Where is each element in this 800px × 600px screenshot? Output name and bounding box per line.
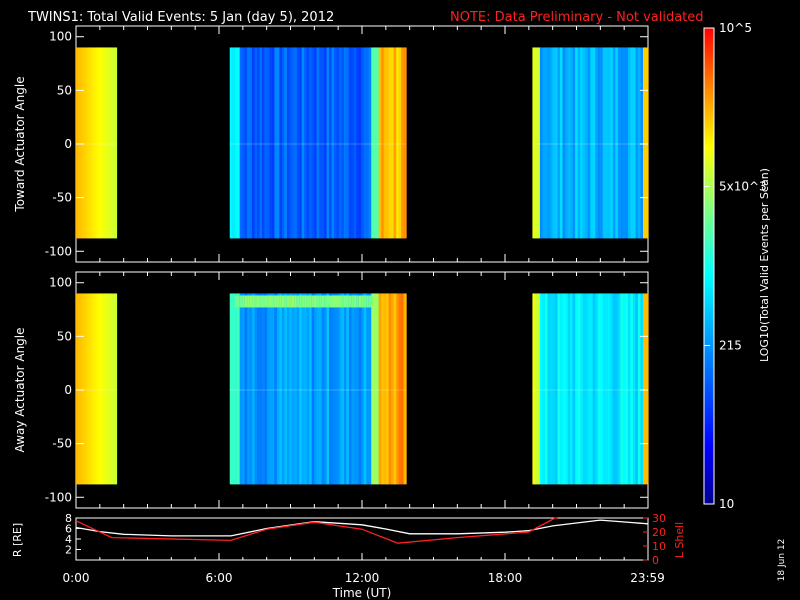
xtick-label: 6:00 <box>206 571 233 585</box>
line-series <box>75 517 649 544</box>
top-ylabel: Toward Actuator Angle <box>13 76 27 212</box>
radius-line <box>75 519 649 537</box>
colorbar-tick-label: 10^5 <box>719 21 752 35</box>
right-ytick-label: 10 <box>652 540 666 553</box>
ytick-label: 50 <box>57 329 72 343</box>
xtick-label: 18:00 <box>488 571 523 585</box>
heatmap-segment-3 <box>532 47 649 239</box>
xtick-label: 23:59 <box>630 571 665 585</box>
ytick-label: 0 <box>64 137 72 151</box>
xtick-label: 0:00 <box>63 571 90 585</box>
heatmap-segment-0 <box>76 47 118 239</box>
heatmap-segment-2 <box>378 293 407 485</box>
left-ytick-label: 4 <box>65 533 72 546</box>
generation-date: 18 Jun 12 <box>777 539 787 582</box>
heatmap-segment-3 <box>532 293 649 485</box>
right-ytick-label: 0 <box>652 554 659 567</box>
middle-y-axis: 100 50 0 -50 -100 <box>45 272 649 508</box>
top-y-axis: 100 50 0 -50 -100 <box>45 26 649 262</box>
ytick-label: -100 <box>45 244 72 258</box>
ytick-label: -50 <box>52 437 72 451</box>
right-ytick-label: 20 <box>652 526 666 539</box>
colorbar-title: LOG10(Total Valid Events per Scan) <box>758 168 771 362</box>
x-axis-label: Time (UT) <box>332 586 392 600</box>
ytick-label: 100 <box>49 30 72 44</box>
middle-heatmap <box>76 293 649 485</box>
ytick-label: 100 <box>49 276 72 290</box>
preliminary-note: NOTE: Data Preliminary - Not validated <box>450 10 704 25</box>
colorbar <box>703 27 715 505</box>
heatmap-segment-1 <box>229 293 380 485</box>
ytick-label: -100 <box>45 490 72 504</box>
heatmap-segment-0 <box>76 293 118 485</box>
middle-ylabel: Away Actuator Angle <box>13 327 27 452</box>
ytick-label: 50 <box>57 83 72 97</box>
ytick-label: -50 <box>52 191 72 205</box>
colorbar-tick-label: 215 <box>719 338 742 352</box>
colorbar-tick-label: 10 <box>719 497 734 511</box>
colorbar-tick-label: 5x10^3 <box>719 180 767 194</box>
l-shell-line <box>75 517 558 544</box>
left-ytick-label: 6 <box>65 523 72 536</box>
top-heatmap <box>76 47 649 239</box>
heatmap-segment-2 <box>378 47 407 239</box>
ytick-label: 0 <box>64 383 72 397</box>
right-ytick-label: 30 <box>652 512 666 525</box>
bottom-right-ylabel: L Shell <box>673 522 686 558</box>
bottom-left-ylabel: R [RE] <box>11 523 24 557</box>
heatmap-segment-1 <box>229 47 380 239</box>
xtick-label: 12:00 <box>345 571 380 585</box>
left-ytick-label: 2 <box>65 544 72 557</box>
left-ytick-label: 8 <box>65 512 72 525</box>
chart-title: TWINS1: Total Valid Events: 5 Jan (day 5… <box>27 10 334 25</box>
colorbar-ticks: 10 215 5x10^3 10^5 <box>704 21 767 511</box>
